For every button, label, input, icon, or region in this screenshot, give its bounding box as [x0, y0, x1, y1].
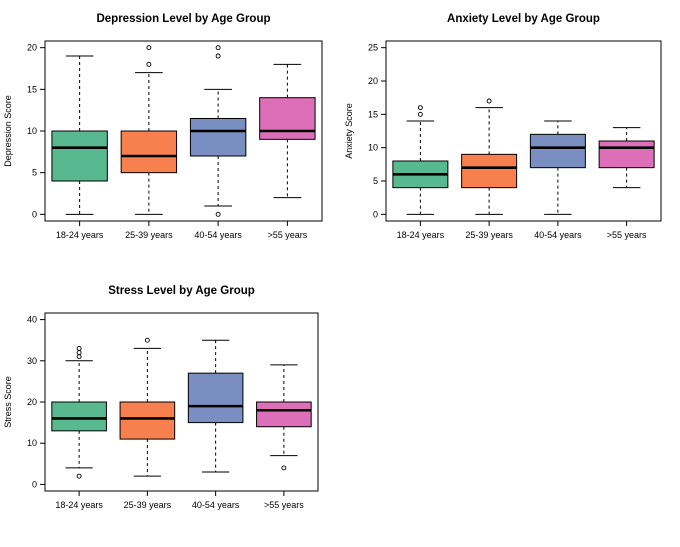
outlier-point	[76, 473, 82, 479]
depression-panel: Depression Level by Age Group Depression …	[3, 13, 323, 240]
y-tick-label: 20	[368, 76, 378, 86]
box-body	[529, 133, 586, 169]
outlier-point	[215, 53, 221, 59]
x-tick-label: >55 years	[267, 230, 307, 240]
outlier-point	[144, 337, 150, 343]
box-25-39-years	[120, 45, 178, 215]
x-tick-label: 40-54 years	[192, 500, 240, 510]
outlier-point	[215, 211, 221, 217]
y-axis-label: Anxiety Score	[344, 103, 354, 159]
box-40-54-years	[189, 45, 247, 217]
box-body	[256, 401, 312, 428]
box-body	[51, 401, 107, 432]
box-body	[119, 401, 176, 440]
box-40-54-years	[529, 120, 586, 215]
x-tick-label: 40-54 years	[194, 230, 242, 240]
y-tick-label: 40	[27, 315, 37, 325]
outlier-point	[281, 465, 287, 471]
outlier-point	[76, 350, 82, 356]
box-body	[461, 153, 518, 189]
box-body	[189, 118, 247, 157]
x-tick-label: 18-24 years	[397, 230, 445, 240]
outlier-point	[417, 111, 423, 117]
stress-panel: Stress Level by Age Group Stress Score 0 10…	[3, 285, 319, 510]
y-axis-label: Depression Score	[3, 95, 13, 167]
x-tick-label: >55 years	[607, 230, 647, 240]
x-tick-label: 25-39 years	[125, 230, 173, 240]
box-55-years	[259, 63, 316, 199]
box-25-39-years	[119, 337, 176, 477]
x-tick-label: 25-39 years	[124, 500, 172, 510]
y-tick-label: 15	[368, 109, 378, 119]
y-tick-label: 5	[32, 168, 37, 178]
box-25-39-years	[461, 98, 518, 215]
anxiety-panel: Anxiety Level by Age Group Anxiety Score 0…	[344, 13, 662, 240]
y-tick-label: 20	[27, 397, 37, 407]
box-body	[598, 140, 655, 169]
x-tick-label: 18-24 years	[56, 230, 104, 240]
outlier-point	[146, 45, 152, 51]
outlier-point	[76, 354, 82, 360]
outlier-point	[215, 45, 221, 51]
x-tick-label: 18-24 years	[55, 500, 103, 510]
y-tick-label: 0	[373, 209, 378, 219]
y-tick-label: 10	[27, 126, 37, 136]
y-tick-label: 10	[368, 143, 378, 153]
y-tick-label: 0	[32, 209, 37, 219]
box-40-54-years	[187, 339, 244, 473]
outlier-point	[146, 61, 152, 67]
box-body	[51, 130, 108, 182]
y-tick-label: 0	[32, 479, 37, 489]
box-body	[120, 130, 178, 174]
plot-frame	[385, 40, 662, 222]
box-18-24-years	[392, 105, 449, 215]
chart-title: Depression Level by Age Group	[96, 13, 270, 25]
outlier-point	[486, 98, 492, 104]
box-55-years	[598, 127, 655, 189]
y-tick-label: 25	[368, 43, 378, 53]
box-body	[187, 372, 244, 424]
box-55-years	[256, 364, 312, 471]
y-tick-label: 10	[27, 438, 37, 448]
box-18-24-years	[51, 55, 108, 215]
x-tick-label: >55 years	[264, 500, 304, 510]
y-tick-label: 30	[27, 356, 37, 366]
outlier-point	[417, 105, 423, 111]
x-tick-label: 40-54 years	[534, 230, 582, 240]
y-tick-label: 15	[27, 84, 37, 94]
box-18-24-years	[51, 345, 107, 479]
chart-title: Anxiety Level by Age Group	[447, 13, 600, 25]
box-body	[259, 97, 316, 140]
x-tick-label: 25-39 years	[465, 230, 513, 240]
outlier-point	[76, 345, 82, 351]
chart-title: Stress Level by Age Group	[108, 285, 255, 297]
y-tick-label: 20	[27, 43, 37, 53]
y-axis-label: Stress Score	[3, 376, 13, 428]
y-tick-label: 5	[373, 176, 378, 186]
